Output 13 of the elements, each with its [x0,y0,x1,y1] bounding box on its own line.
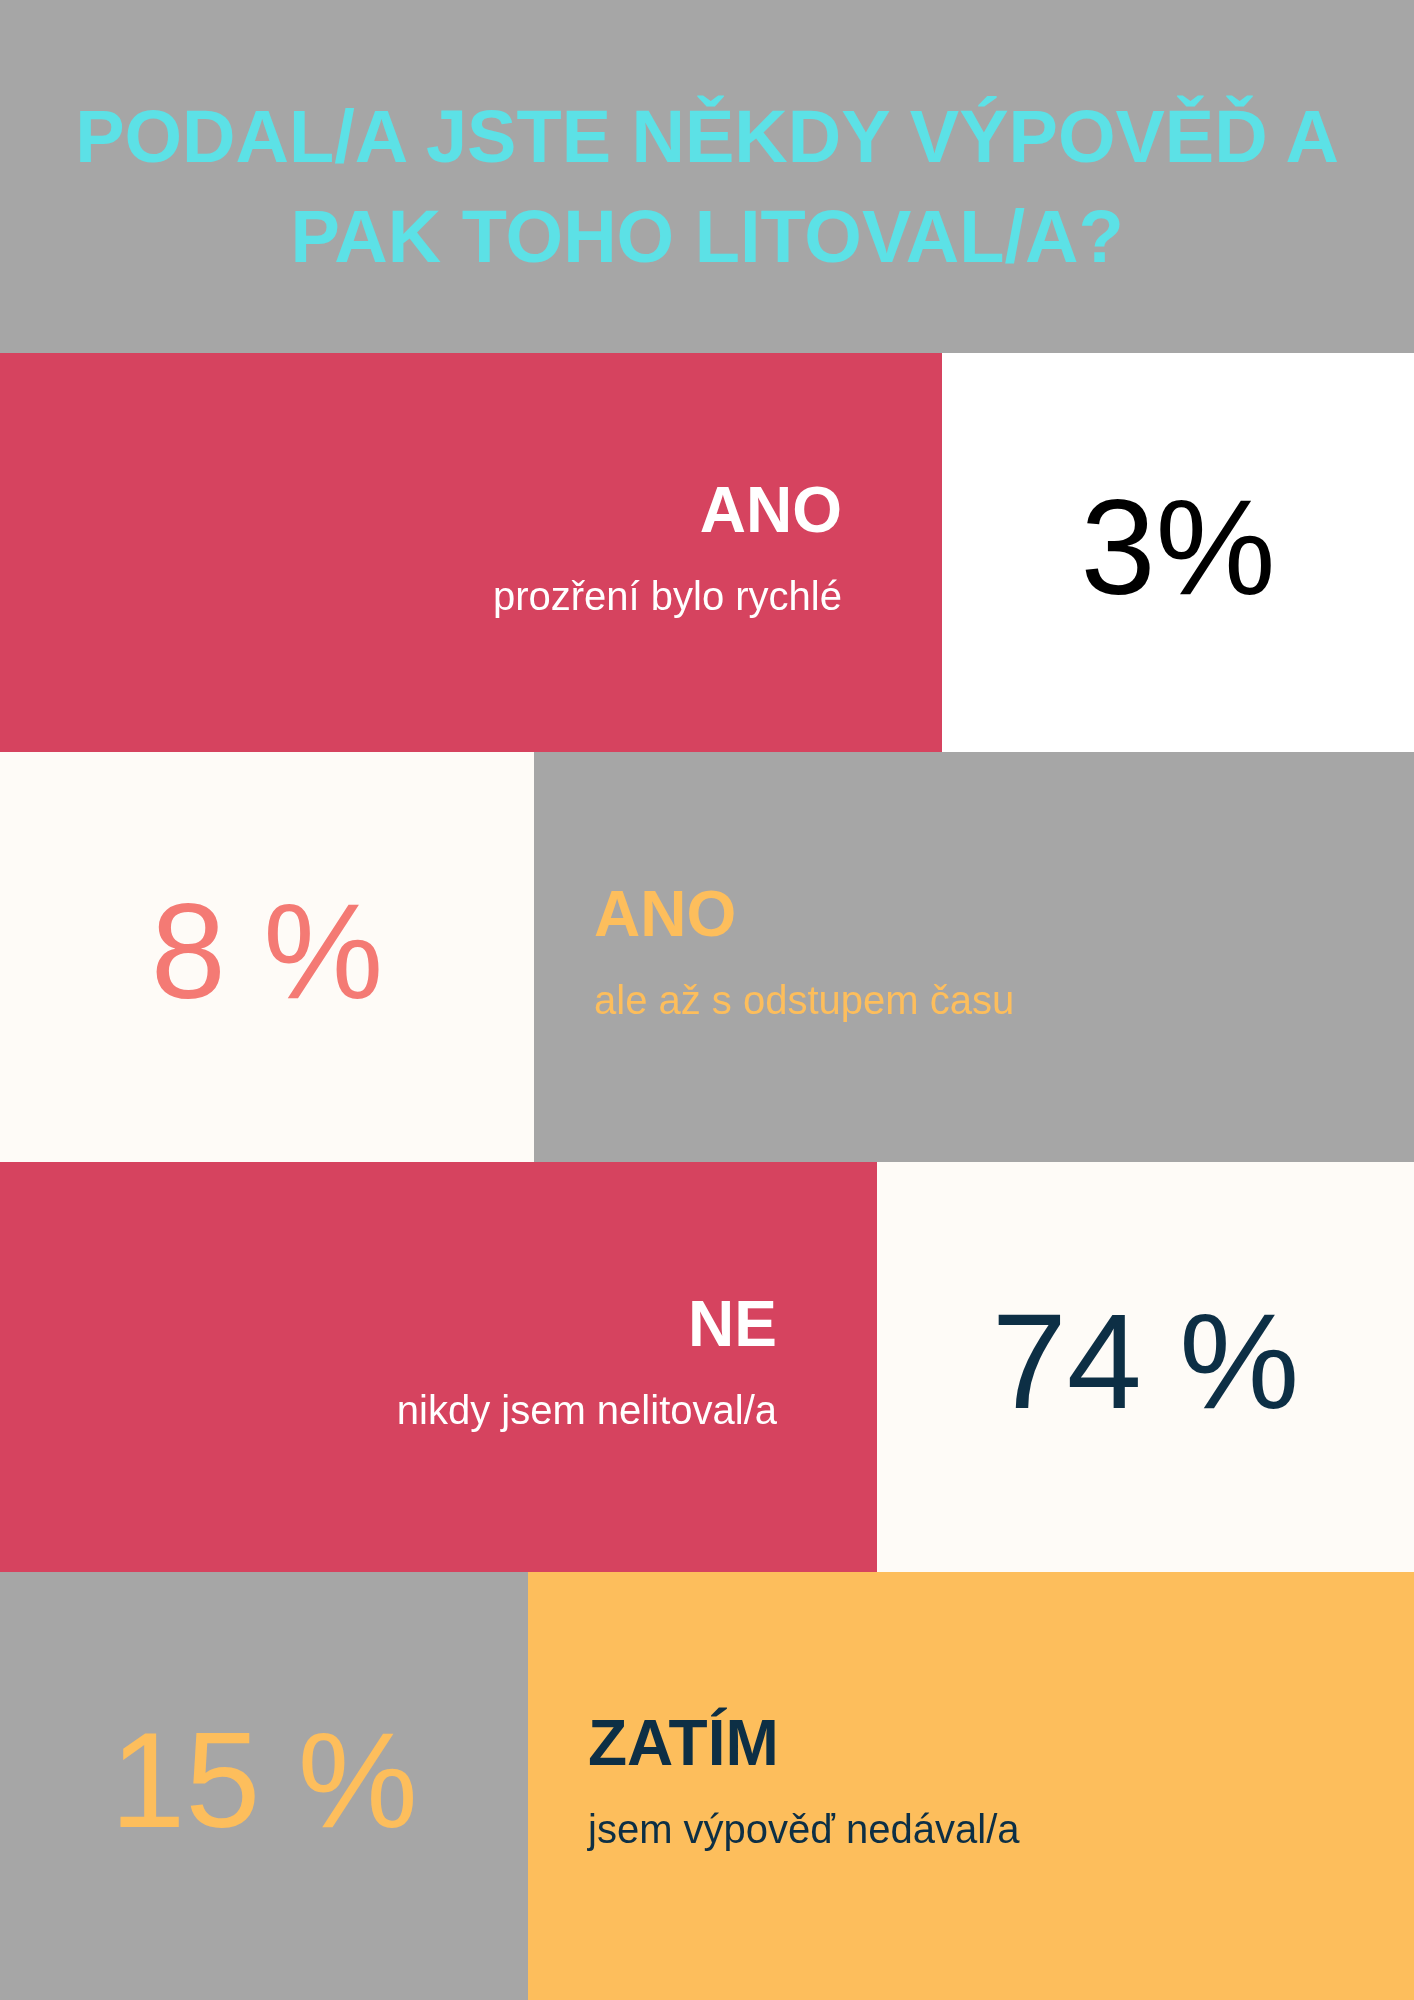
category-label: NE [688,1288,777,1360]
category-label: ZATÍM [588,1707,779,1779]
category-label: ANO [594,878,737,950]
data-label: 8 % [150,876,384,1027]
text: PODAL/A JSTE NĚKDY VÝPOVĚĎ A PAK TOHO LITOVAL/A? [75,95,1339,278]
category-label: ANO [699,473,842,546]
text: nikdy jsem nelitoval/a [396,1388,778,1432]
data-label: 3% [1080,471,1276,623]
text: ale až s odstupem času [594,978,1015,1022]
text: prozření bylo rychlé [492,573,842,618]
data-label: 74 % [991,1286,1300,1437]
text: jsem výpověď nedával/a [587,1807,1021,1851]
data-label: 15 % [110,1705,418,1856]
